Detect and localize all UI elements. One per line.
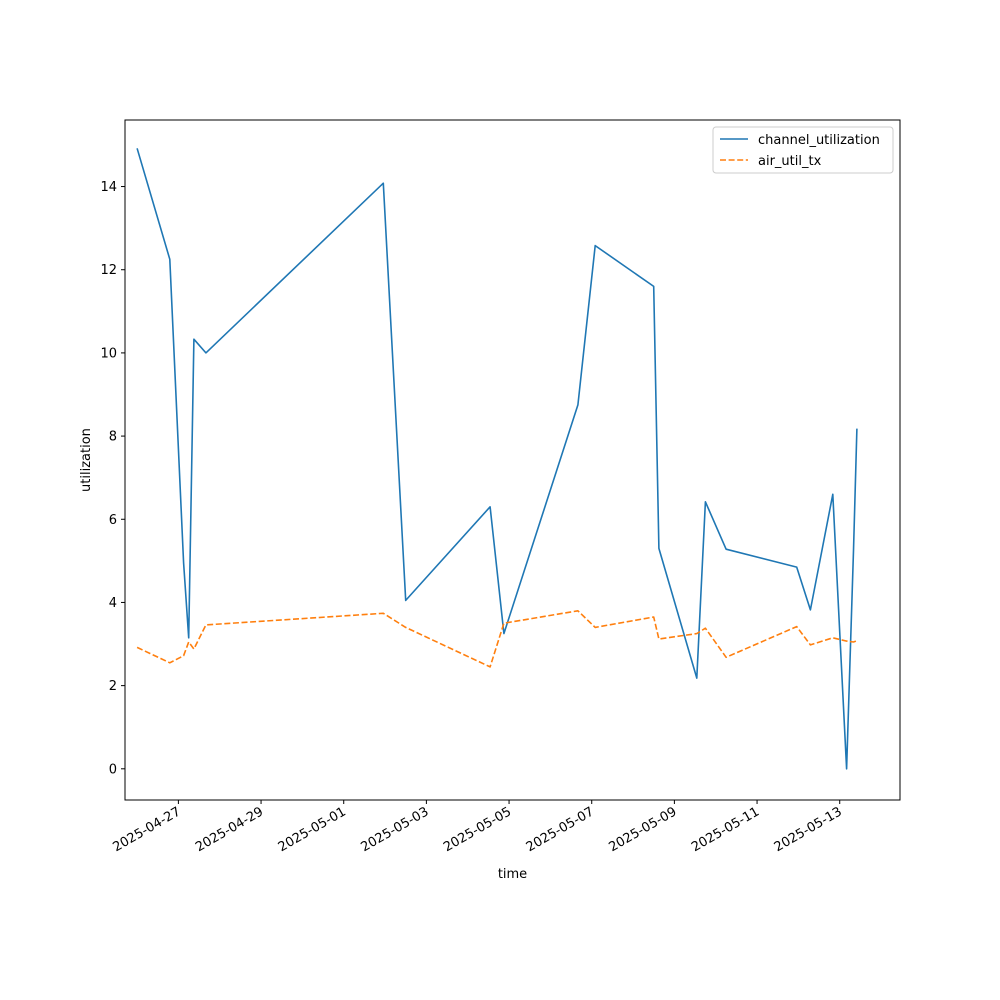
y-tick-label: 10	[100, 346, 117, 361]
legend-box	[712, 126, 894, 174]
legend-label: channel_utilization	[758, 133, 880, 148]
y-axis: 0 2 4 6 8 10 12 14	[100, 180, 125, 777]
y-tick-label: 6	[109, 513, 117, 528]
series-line-air-util-tx	[136, 609, 858, 668]
axes-frame	[124, 119, 901, 801]
y-tick-label: 0	[109, 762, 117, 777]
y-tick-label: 2	[109, 679, 117, 694]
series-layer	[136, 148, 858, 770]
y-tick-label: 8	[109, 430, 117, 445]
y-tick-label: 14	[100, 180, 117, 195]
y-axis-label: utilization	[79, 428, 94, 492]
legend: channel_utilization air_util_tx	[712, 126, 894, 174]
y-tick-label: 12	[100, 263, 117, 278]
legend-label: air_util_tx	[758, 154, 822, 169]
x-axis-label: time	[498, 867, 527, 882]
y-tick-label: 4	[109, 596, 117, 611]
series-line-channel-utilization	[136, 148, 858, 770]
plot-area	[124, 119, 901, 801]
